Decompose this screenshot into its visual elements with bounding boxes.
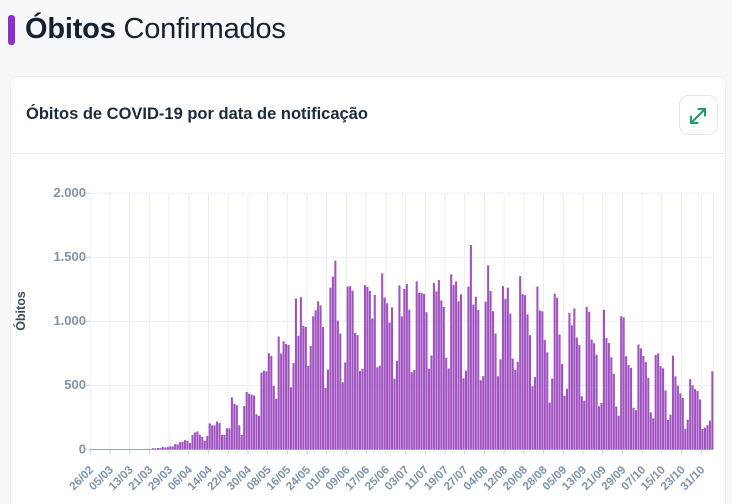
svg-text:0: 0 — [79, 441, 86, 456]
svg-text:2.000: 2.000 — [53, 185, 86, 200]
svg-text:1.000: 1.000 — [53, 313, 86, 328]
svg-text:500: 500 — [64, 377, 86, 392]
svg-text:Óbitos: Óbitos — [13, 291, 28, 331]
svg-text:1.500: 1.500 — [53, 249, 86, 264]
